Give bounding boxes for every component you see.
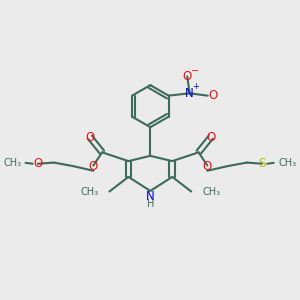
Text: +: +: [193, 82, 200, 91]
Text: O: O: [85, 130, 94, 144]
Text: H: H: [147, 199, 154, 209]
Text: O: O: [206, 130, 215, 144]
Text: CH₃: CH₃: [80, 187, 98, 196]
Text: N: N: [185, 87, 194, 100]
Text: S: S: [258, 157, 266, 170]
Text: CH₃: CH₃: [202, 187, 220, 196]
Text: O: O: [33, 157, 42, 170]
Text: O: O: [89, 160, 98, 173]
Text: O: O: [208, 89, 217, 102]
Text: O: O: [183, 70, 192, 83]
Text: O: O: [203, 160, 212, 173]
Text: CH₃: CH₃: [4, 158, 22, 168]
Text: N: N: [146, 190, 155, 203]
Text: CH₃: CH₃: [278, 158, 296, 168]
Text: −: −: [190, 66, 199, 76]
